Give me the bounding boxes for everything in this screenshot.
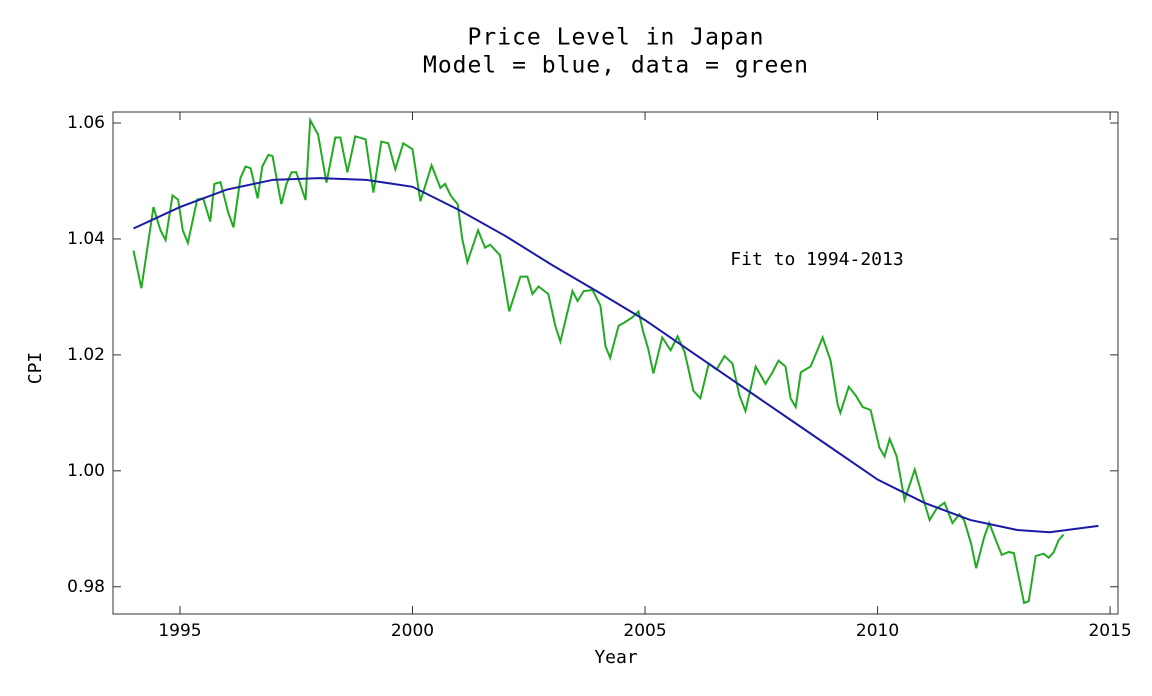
y-tick-label: 0.98 xyxy=(67,577,105,597)
x-tick-label: 2000 xyxy=(391,621,434,641)
chart-subtitle: Model = blue, data = green xyxy=(423,53,809,79)
plot-frame xyxy=(112,111,1119,615)
y-tick-label: 1.06 xyxy=(67,113,105,133)
x-tick-label: 2005 xyxy=(623,621,666,641)
x-axis-label: Year xyxy=(594,647,638,668)
series-line xyxy=(133,177,1099,534)
y-tick-label: 1.02 xyxy=(67,345,105,365)
y-tick-label: 1.00 xyxy=(67,461,105,481)
x-tick-label: 2015 xyxy=(1088,621,1131,641)
x-tick-label: 1995 xyxy=(158,621,201,641)
series-line xyxy=(132,116,1065,605)
y-tick-label: 1.04 xyxy=(67,229,105,249)
chart-title: Price Level in Japan xyxy=(468,25,765,51)
x-tick-label: 2010 xyxy=(856,621,899,641)
y-axis-label: CPI xyxy=(25,352,46,385)
annotation: Fit to 1994-2013 xyxy=(730,249,903,270)
